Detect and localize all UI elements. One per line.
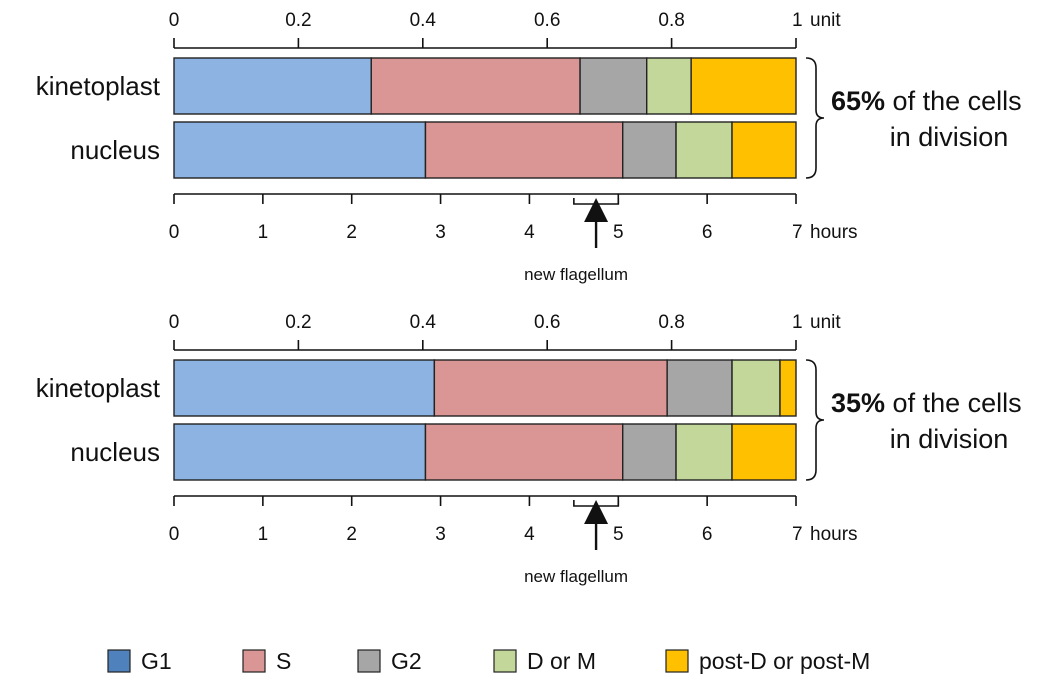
row-label-nucleus: nucleus <box>70 135 160 165</box>
top-axis-unit-label: unit <box>810 10 841 31</box>
bottom-axis-tick-label: 7 <box>792 222 803 243</box>
top-axis-unit-label: unit <box>810 312 841 333</box>
bar-segment-g2 <box>622 121 677 179</box>
bottom-axis-unit-label: hours <box>810 524 858 545</box>
division-note-line1: 65% of the cells <box>831 86 1022 116</box>
bottom-axis-tick-label: 0 <box>169 524 180 545</box>
bar-segment-g2 <box>666 359 733 417</box>
flagellum-range-bracket <box>573 500 620 507</box>
division-note-text: of the cells <box>885 388 1022 418</box>
bottom-axis-tick-label: 6 <box>702 524 713 545</box>
bar-segment-s <box>424 423 624 481</box>
top-axis-tick-label: 1 <box>792 10 803 31</box>
top-axis-tick-label: 0.8 <box>658 312 684 333</box>
top-axis-tick-label: 0 <box>169 10 180 31</box>
legend-label-s: S <box>276 648 291 674</box>
flagellum-range-bracket <box>573 198 620 205</box>
bar-segment-d-or-m <box>675 121 733 179</box>
bar-segment-d-or-m <box>675 423 733 481</box>
division-note-line2: in division <box>890 122 1009 152</box>
legend-label-g2: G2 <box>391 648 422 674</box>
bar-segment-g2 <box>622 423 677 481</box>
bar-segment-g1 <box>173 121 427 179</box>
bar-segment-d-or-m <box>731 359 781 417</box>
bar-segment-g1 <box>173 423 427 481</box>
legend-swatch-s <box>242 649 266 673</box>
bar-segment-s <box>370 57 581 115</box>
division-note-line1: 35% of the cells <box>831 388 1022 418</box>
row-label-kinetoplast: kinetoplast <box>36 373 161 403</box>
group-brace <box>805 359 825 481</box>
legend-label-d-or-m: D or M <box>527 648 596 674</box>
top-axis-tick-label: 0.6 <box>534 10 560 31</box>
bottom-axis-unit-label: hours <box>810 222 858 243</box>
bottom-axis-tick-label: 3 <box>435 524 446 545</box>
bar-segment-g1 <box>173 57 372 115</box>
legend-label-g1: G1 <box>141 648 172 674</box>
top-axis-tick-label: 0.2 <box>285 312 311 333</box>
bar-segment-post-d-or-post-m <box>731 423 797 481</box>
bar-segment-s <box>433 359 668 417</box>
bar-segment-g2 <box>579 57 648 115</box>
bottom-axis-tick-label: 5 <box>613 524 624 545</box>
bar-segment-d-or-m <box>646 57 692 115</box>
top-axis-tick-label: 1 <box>792 312 803 333</box>
bottom-axis-tick-label: 4 <box>524 222 535 243</box>
group-brace <box>805 57 825 179</box>
legend-swatch-g1 <box>107 649 131 673</box>
division-percentage: 35% <box>831 388 885 418</box>
row-label-nucleus: nucleus <box>70 437 160 467</box>
bottom-axis-tick-label: 6 <box>702 222 713 243</box>
division-percentage: 65% <box>831 86 885 116</box>
bottom-axis-tick-label: 5 <box>613 222 624 243</box>
bottom-axis-tick-label: 1 <box>258 222 269 243</box>
flagellum-label: new flagellum <box>524 265 628 284</box>
bottom-axis-tick-label: 0 <box>169 222 180 243</box>
bottom-axis-tick-label: 3 <box>435 222 446 243</box>
top-axis-tick-label: 0.2 <box>285 10 311 31</box>
top-axis-tick-label: 0.6 <box>534 312 560 333</box>
bar-segment-s <box>424 121 624 179</box>
bottom-axis-tick-label: 1 <box>258 524 269 545</box>
legend-swatch-post-d-or-post-m <box>665 649 689 673</box>
legend-swatch-g2 <box>357 649 381 673</box>
bar-segment-post-d-or-post-m <box>731 121 797 179</box>
bottom-axis-tick-label: 4 <box>524 524 535 545</box>
bottom-axis-tick-label: 7 <box>792 524 803 545</box>
legend-swatch-d-or-m <box>493 649 517 673</box>
top-axis-tick-label: 0.8 <box>658 10 684 31</box>
division-note-text: of the cells <box>885 86 1022 116</box>
flagellum-label: new flagellum <box>524 567 628 586</box>
top-axis-tick-label: 0 <box>169 312 180 333</box>
division-note-line2: in division <box>890 424 1009 454</box>
row-label-kinetoplast: kinetoplast <box>36 71 161 101</box>
legend-label-post-d-or-post-m: post-D or post-M <box>699 648 870 674</box>
bottom-axis-tick-label: 2 <box>346 524 357 545</box>
bar-segment-post-d-or-post-m <box>779 359 797 417</box>
bar-segment-post-d-or-post-m <box>690 57 797 115</box>
bar-segment-g1 <box>173 359 436 417</box>
top-axis-tick-label: 0.4 <box>410 312 437 333</box>
bottom-axis-tick-label: 2 <box>346 222 357 243</box>
top-axis-tick-label: 0.4 <box>410 10 437 31</box>
